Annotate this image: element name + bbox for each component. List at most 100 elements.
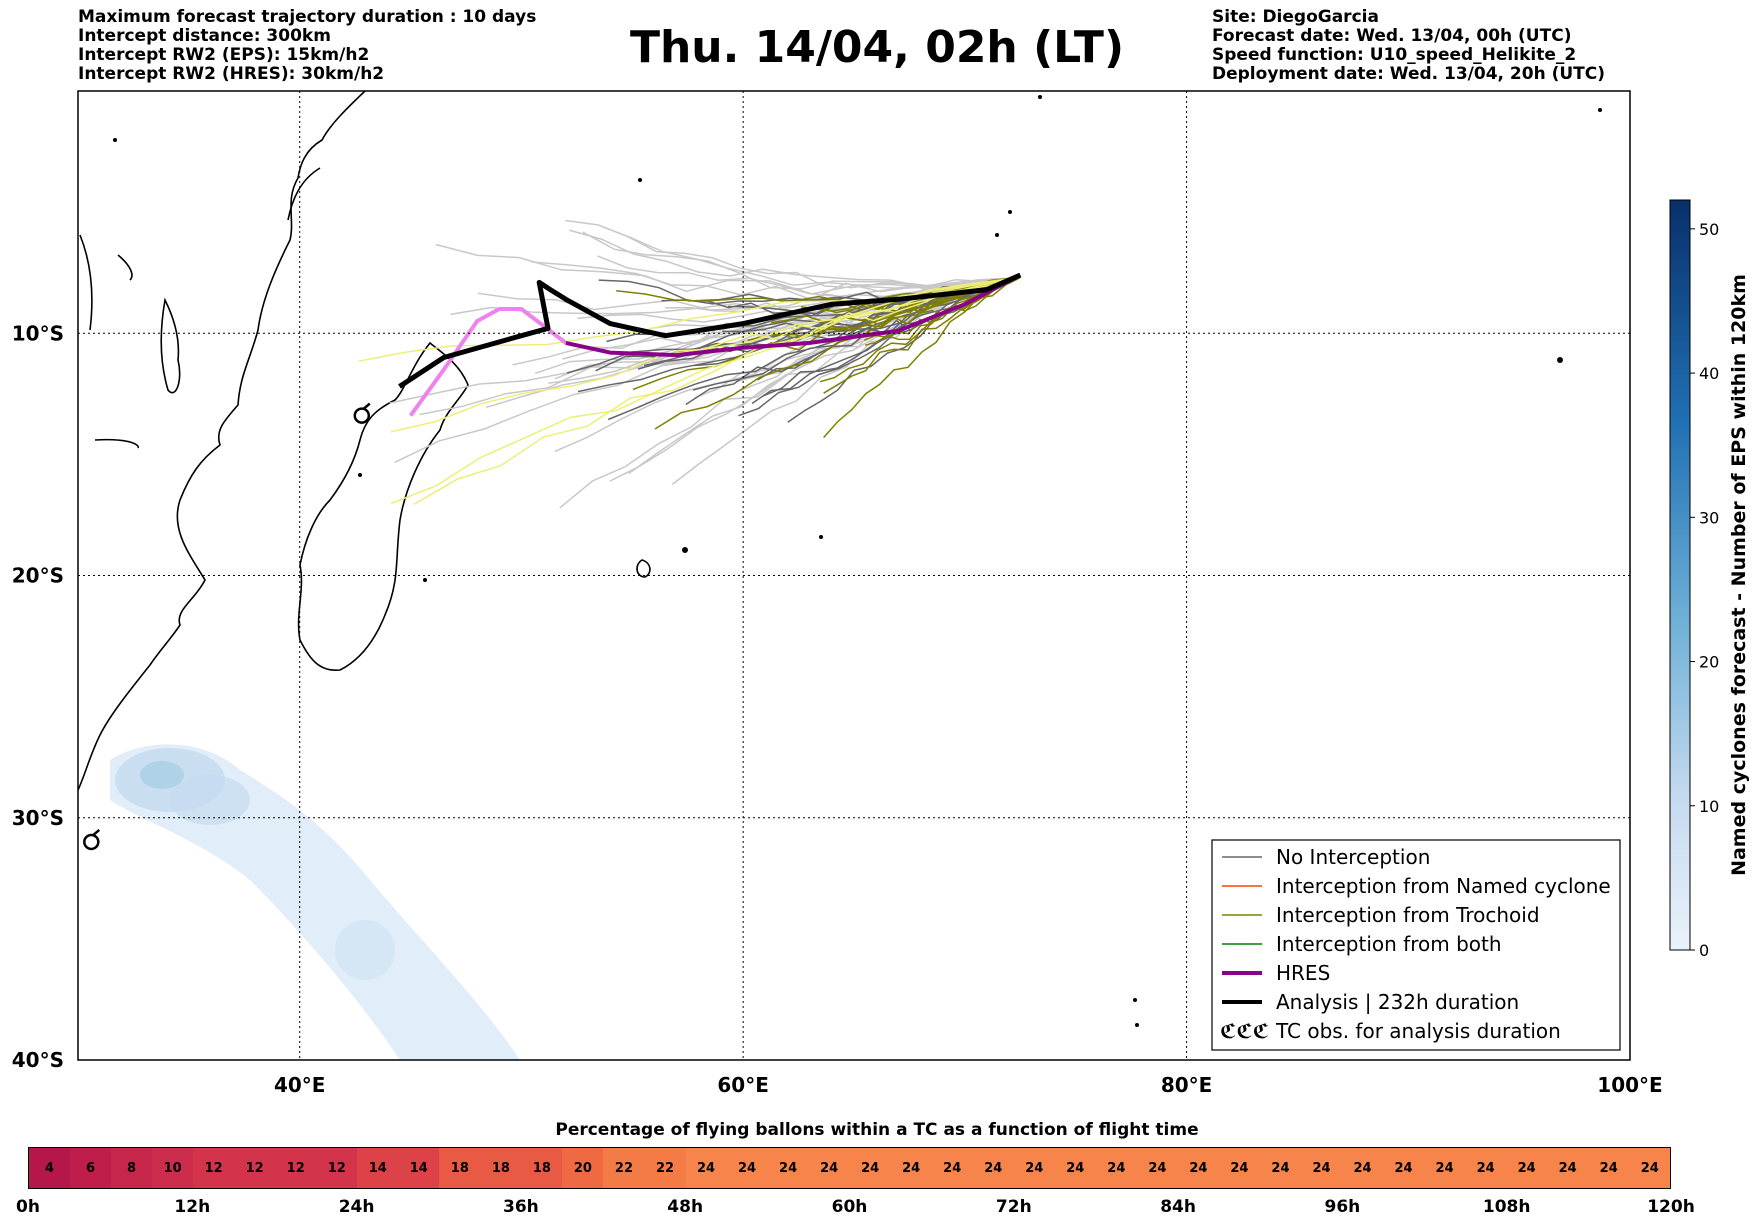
percentage-tick-label: 120h <box>1647 1197 1695 1217</box>
legend-label-hres: HRES <box>1276 961 1330 985</box>
percentage-cell: 24 <box>1383 1148 1425 1188</box>
percentage-cell: 24 <box>1013 1148 1055 1188</box>
percentage-cell: 12 <box>316 1148 358 1188</box>
percentage-cell: 6 <box>70 1148 112 1188</box>
ensemble-trajectory <box>616 276 1021 303</box>
percentage-cell: 24 <box>890 1148 932 1188</box>
ensemble-trajectory <box>390 276 1021 433</box>
percentage-bar: 4 6 8 10 12 12 12 12 14 14 18 18 18 20 22 22 24 24 24 24 24 2… <box>28 1147 1671 1189</box>
percentage-cell: 24 <box>972 1148 1014 1188</box>
percentage-cell: 18 <box>439 1148 481 1188</box>
percentage-cell: 24 <box>1136 1148 1178 1188</box>
map-grid <box>78 91 1630 1060</box>
cyclone-density-area <box>110 744 520 1060</box>
y-tick-label: 40°S <box>12 1048 64 1072</box>
tc-obs-marker-tail <box>92 829 101 836</box>
percentage-tick-label: 108h <box>1482 1197 1531 1217</box>
header-right-line: Deployment date: Wed. 13/04, 20h (UTC) <box>1212 64 1606 84</box>
percentage-tick-label: 96h <box>1324 1197 1361 1217</box>
y-tick-label: 10°S <box>12 321 64 345</box>
percentage-cell: 14 <box>398 1148 440 1188</box>
percentage-cell: 24 <box>1588 1148 1630 1188</box>
x-tick-label: 60°E <box>717 1073 769 1097</box>
colorbar-tick-label: 0 <box>1699 941 1709 960</box>
coastlines <box>78 91 651 791</box>
x-axis-labels: 40°E 60°E 80°E 100°E <box>274 1073 1663 1097</box>
ensemble-trajectory <box>390 276 1021 505</box>
legend-label-both: Interception from both <box>1276 932 1502 956</box>
hres-track-early <box>408 307 568 417</box>
percentage-cell: 24 <box>1054 1148 1096 1188</box>
tc-obs-marker <box>83 833 100 851</box>
percentage-cell: 20 <box>562 1148 604 1188</box>
header-right: Site: DiegoGarcia Forecast date: Wed. 13… <box>1212 8 1605 84</box>
island-outline <box>636 559 651 578</box>
percentage-cell: 24 <box>685 1148 727 1188</box>
percentage-bar-title: Percentage of flying ballons within a TC… <box>555 1120 1199 1140</box>
percentage-cell: 10 <box>152 1148 194 1188</box>
ensemble-trajectory <box>435 243 1021 295</box>
analysis-track <box>398 272 1022 389</box>
colorbar-tick-label: 40 <box>1699 364 1719 383</box>
y-tick-label: 30°S <box>12 806 64 830</box>
percentage-cell: 24 <box>1342 1148 1384 1188</box>
percentage-cell: 8 <box>111 1148 153 1188</box>
percentage-cell: 24 <box>767 1148 809 1188</box>
percentage-cell: 24 <box>1629 1148 1671 1188</box>
colorbar-tick-label: 10 <box>1699 797 1719 816</box>
percentage-cell: 24 <box>1218 1148 1260 1188</box>
percentage-cell: 18 <box>521 1148 563 1188</box>
header-left-line: Intercept distance: 300km <box>78 26 331 46</box>
percentage-cell: 24 <box>1300 1148 1342 1188</box>
colorbar-tick-label: 30 <box>1699 508 1719 527</box>
percentage-tick-label: 60h <box>831 1197 868 1217</box>
legend-label-analysis: Analysis | 232h duration <box>1276 990 1519 1014</box>
percentage-cell: 24 <box>931 1148 973 1188</box>
ensemble-trajectory <box>823 276 1021 439</box>
percentage-cell: 24 <box>808 1148 850 1188</box>
percentage-tick-label: 72h <box>995 1197 1032 1217</box>
percentage-cell: 4 <box>29 1148 71 1188</box>
legend-label-trochoid: Interception from Trochoid <box>1276 903 1540 927</box>
percentage-cell: 24 <box>1177 1148 1219 1188</box>
map-figure: 40°E 60°E 80°E 100°E 10°S 20°S 30°S 40°S No In… <box>12 90 1750 1097</box>
colorbar-tick-label: 20 <box>1699 653 1719 672</box>
ensemble-trajectory <box>568 229 1021 288</box>
percentage-bar-ticks: 0h 12h 24h 36h 48h 60h 72h 84h 96h 108h 120h <box>0 1197 1754 1221</box>
ensemble-trajectory <box>597 255 1021 298</box>
percentage-cell: 24 <box>1547 1148 1589 1188</box>
legend-swatch-tc-obs: ℭℭℭ <box>1220 1019 1269 1043</box>
y-tick-label: 20°S <box>12 564 64 588</box>
percentage-tick-label: 24h <box>338 1197 375 1217</box>
map-frame <box>77 90 1631 1061</box>
percentage-cell: 22 <box>644 1148 686 1188</box>
percentage-cell: 24 <box>849 1148 891 1188</box>
map-title: Thu. 14/04, 02h (LT) <box>629 22 1125 73</box>
ensemble-trajectory <box>358 276 1021 362</box>
percentage-cell: 24 <box>1506 1148 1548 1188</box>
percentage-cell: 12 <box>193 1148 235 1188</box>
island-outline <box>160 297 181 394</box>
legend-label-tc-obs: TC obs. for analysis duration <box>1275 1019 1561 1043</box>
percentage-tick-label: 36h <box>503 1197 539 1217</box>
header-left: Maximum forecast trajectory duration : 1… <box>78 8 536 84</box>
colorbar-tick-label: 50 <box>1699 220 1719 239</box>
hres-track <box>565 273 1022 358</box>
colorbar-right: 0 10 20 30 40 50 Named cyclones forecast - Nu… <box>1669 199 1750 960</box>
header-left-line: Intercept RW2 (EPS): 15km/h2 <box>78 45 370 65</box>
percentage-cell: 18 <box>480 1148 522 1188</box>
madagascar-coast <box>297 341 469 671</box>
header-right-line: Speed function: U10_speed_Helikite_2 <box>1212 45 1577 65</box>
tc-observations <box>83 402 371 851</box>
header-left-line: Maximum forecast trajectory duration : 1… <box>78 7 537 27</box>
percentage-tick-label: 12h <box>174 1197 211 1217</box>
percentage-cell: 24 <box>726 1148 768 1188</box>
percentage-tick-label: 48h <box>667 1197 704 1217</box>
y-axis-labels: 10°S 20°S 30°S 40°S <box>12 321 64 1072</box>
percentage-cell: 14 <box>357 1148 399 1188</box>
percentage-cell: 24 <box>1424 1148 1466 1188</box>
header-right-line: Forecast date: Wed. 13/04, 00h (UTC) <box>1212 26 1572 46</box>
legend: No Interception Interception from Named … <box>1211 839 1621 1051</box>
percentage-cell: 24 <box>1095 1148 1137 1188</box>
tc-obs-marker-tail <box>362 402 371 410</box>
